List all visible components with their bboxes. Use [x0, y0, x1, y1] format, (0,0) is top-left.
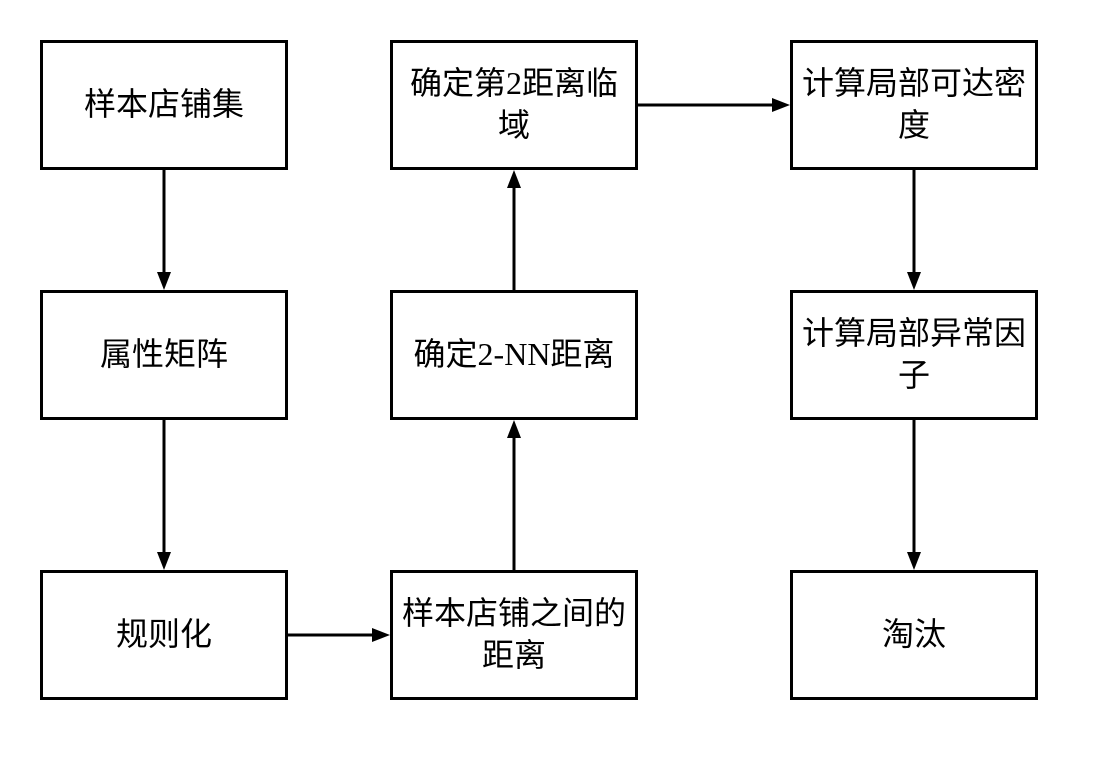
node-local-reach-density: 计算局部可达密度 [790, 40, 1038, 170]
node-eliminate: 淘汰 [790, 570, 1038, 700]
node-label: 规则化 [116, 614, 212, 656]
edge-arrowhead [907, 552, 921, 570]
edge-arrowhead [507, 170, 521, 188]
edge-arrowhead [907, 272, 921, 290]
node-label: 确定第2距离临域 [401, 63, 627, 146]
node-label: 样本店铺之间的距离 [401, 593, 627, 676]
node-label: 样本店铺集 [84, 84, 244, 126]
node-2nd-neighborhood: 确定第2距离临域 [390, 40, 638, 170]
node-label: 淘汰 [882, 614, 946, 656]
node-label: 计算局部可达密度 [801, 63, 1027, 146]
node-attribute-matrix: 属性矩阵 [40, 290, 288, 420]
edge-arrowhead [507, 420, 521, 438]
edge-arrowhead [772, 98, 790, 112]
node-label: 确定2-NN距离 [414, 334, 615, 376]
node-regularization: 规则化 [40, 570, 288, 700]
edge-arrowhead [157, 272, 171, 290]
node-label: 属性矩阵 [100, 334, 228, 376]
node-sample-store-set: 样本店铺集 [40, 40, 288, 170]
node-2nn-distance: 确定2-NN距离 [390, 290, 638, 420]
node-sample-distance: 样本店铺之间的距离 [390, 570, 638, 700]
flowchart-canvas: 样本店铺集 属性矩阵 规则化 样本店铺之间的距离 确定2-NN距离 确定第2距离… [0, 0, 1111, 771]
node-label: 计算局部异常因子 [801, 313, 1027, 396]
edge-arrowhead [157, 552, 171, 570]
edge-arrowhead [372, 628, 390, 642]
node-local-outlier-factor: 计算局部异常因子 [790, 290, 1038, 420]
